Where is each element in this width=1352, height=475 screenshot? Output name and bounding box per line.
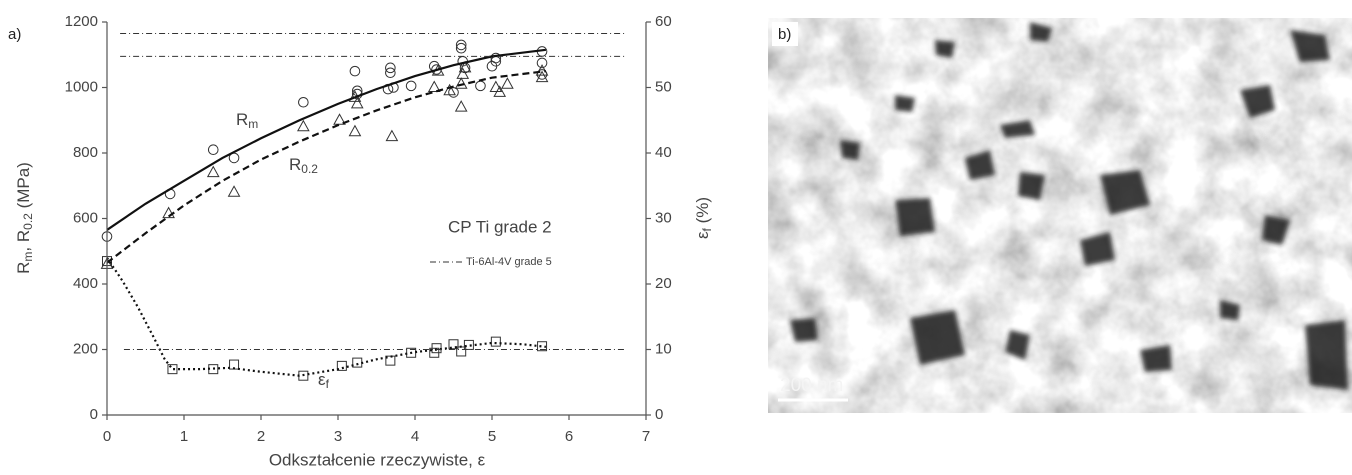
panel-label-box bbox=[772, 22, 798, 46]
plot bbox=[100, 32, 627, 381]
data-point bbox=[490, 336, 501, 347]
y2-tick-label: 0 bbox=[655, 406, 663, 423]
annotation-sub: m bbox=[248, 117, 258, 131]
data-point bbox=[227, 185, 241, 197]
data-point bbox=[489, 80, 503, 92]
data-point bbox=[454, 100, 468, 112]
micrograph-texture bbox=[768, 18, 1352, 413]
inset-text: CP Ti grade 2 bbox=[448, 217, 552, 236]
y-axis-label-part: , R bbox=[14, 230, 33, 252]
data-point bbox=[501, 77, 514, 89]
annotation-sub: f bbox=[326, 377, 330, 391]
data-point bbox=[493, 85, 507, 97]
data-point bbox=[458, 60, 472, 73]
y-axis-label: Rm, R0.2 (MPa) bbox=[14, 162, 34, 274]
y-axis-label-sub: 0.2 bbox=[21, 213, 35, 230]
annotation: Rm bbox=[236, 110, 258, 130]
scale-bar-label: 200 nm bbox=[780, 375, 843, 396]
annotation: εf bbox=[318, 370, 330, 390]
annotation-sub: 0.2 bbox=[301, 162, 318, 176]
y-axis-label-sub: m bbox=[21, 252, 35, 262]
data-point bbox=[349, 65, 361, 77]
series-line bbox=[106, 257, 547, 377]
data-point bbox=[490, 52, 502, 64]
y2-tick-label: 10 bbox=[655, 340, 672, 357]
y2-axis-label: εf (%) bbox=[693, 197, 713, 239]
data-point bbox=[385, 67, 396, 79]
y-tick-label: 800 bbox=[73, 144, 98, 161]
x-tick-label: 3 bbox=[334, 428, 342, 445]
data-point bbox=[298, 96, 309, 108]
y-tick-label: 400 bbox=[73, 275, 98, 292]
y2-tick-label: 40 bbox=[655, 144, 672, 161]
data-point bbox=[456, 67, 470, 79]
x-tick-label: 1 bbox=[180, 428, 188, 445]
annotation-part: R bbox=[236, 110, 248, 129]
data-point bbox=[385, 62, 396, 74]
data-point bbox=[475, 80, 486, 92]
data-point bbox=[535, 70, 549, 83]
annotation-part: ε bbox=[318, 370, 326, 389]
data-point bbox=[455, 39, 467, 51]
data-point bbox=[207, 144, 219, 156]
x-axis-label: Odkształcenie rzeczywiste, ε bbox=[269, 450, 486, 469]
data-point bbox=[463, 339, 474, 350]
data-point bbox=[206, 165, 220, 178]
data-point bbox=[333, 113, 346, 125]
series-line bbox=[106, 70, 547, 264]
data-point bbox=[297, 119, 310, 132]
series-line bbox=[106, 48, 547, 231]
data-point bbox=[405, 80, 417, 92]
y-tick-label: 600 bbox=[73, 209, 98, 226]
panel-label: a) bbox=[8, 26, 21, 43]
data-point bbox=[455, 42, 467, 54]
y2-tick-label: 30 bbox=[655, 209, 672, 226]
panel-label: b) bbox=[778, 26, 791, 43]
data-point bbox=[536, 57, 548, 69]
data-point bbox=[535, 64, 549, 76]
y2-axis-label-part: ε bbox=[693, 231, 712, 239]
y2-tick-label: 20 bbox=[655, 275, 672, 292]
annotation: R0.2 bbox=[289, 155, 318, 175]
y2-axis-label-part: (%) bbox=[693, 197, 712, 228]
data-point bbox=[448, 339, 459, 350]
x-tick-label: 2 bbox=[257, 428, 265, 445]
data-point bbox=[352, 357, 363, 368]
x-tick-label: 7 bbox=[642, 428, 650, 445]
y-axis-label-part: R bbox=[14, 262, 33, 274]
y-tick-label: 1200 bbox=[65, 13, 98, 30]
data-point bbox=[162, 206, 175, 219]
data-point bbox=[336, 360, 347, 371]
data-point bbox=[427, 80, 441, 92]
data-point bbox=[443, 83, 456, 96]
y-tick-label: 0 bbox=[90, 406, 98, 423]
x-tick-label: 5 bbox=[488, 428, 496, 445]
y-axis-label-part: (MPa) bbox=[14, 162, 33, 213]
legend-label: Ti-6Al-4V grade 5 bbox=[466, 256, 552, 268]
data-point bbox=[537, 341, 548, 352]
dark-grains bbox=[790, 22, 1348, 390]
data-point bbox=[385, 355, 396, 366]
data-point bbox=[348, 124, 362, 137]
y2-tick-label: 60 bbox=[655, 13, 672, 30]
data-point bbox=[385, 129, 399, 142]
data-point bbox=[350, 96, 364, 109]
y2-axis-label-sub: f bbox=[700, 227, 714, 231]
y-tick-label: 200 bbox=[73, 340, 98, 357]
x-tick-label: 4 bbox=[411, 428, 419, 445]
y-tick-label: 1000 bbox=[65, 78, 98, 95]
x-tick-label: 0 bbox=[103, 428, 111, 445]
annotation-part: R bbox=[289, 155, 301, 174]
micrograph bbox=[768, 18, 1352, 413]
data-point bbox=[167, 364, 178, 375]
y2-tick-label: 50 bbox=[655, 78, 672, 95]
data-point bbox=[454, 77, 468, 89]
x-tick-label: 6 bbox=[565, 428, 573, 445]
